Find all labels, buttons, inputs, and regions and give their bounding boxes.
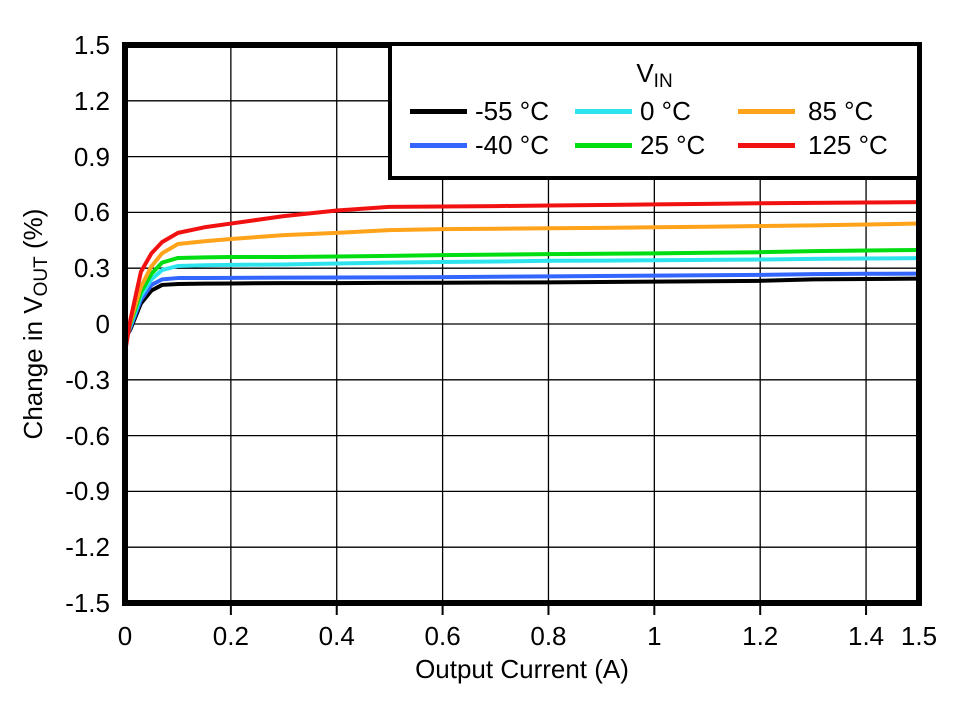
x-tick-label: 0.4 <box>318 621 355 651</box>
series-curve-25c <box>125 247 919 345</box>
series-curve-0c <box>125 256 919 344</box>
legend-title-sub: IN <box>653 71 673 92</box>
y-axis-title-pre: Change in V <box>18 296 48 440</box>
y-tick-label: -1.5 <box>65 588 110 618</box>
legend-label-125c: 125 °C <box>808 130 888 160</box>
series-curve--55c <box>125 276 919 340</box>
legend-swatch--55c <box>410 109 467 114</box>
y-tick-label: -0.3 <box>65 364 110 395</box>
legend-label-85c: 85 °C <box>808 96 874 126</box>
x-tick-label: 0.8 <box>530 621 567 651</box>
x-tick-label: 1.5 <box>900 621 938 651</box>
x-axis-title-text: Output Current (A) <box>415 654 629 684</box>
y-tick-label: 1.5 <box>73 30 110 60</box>
legend-box: VIN -55 °C -40 °C 0 °C 25 °C 85 °C 125 °C <box>388 42 921 180</box>
x-tick-label: 1.4 <box>847 621 885 651</box>
legend-swatch-25c <box>575 143 632 148</box>
x-axis-title: Output Current (A) <box>125 654 919 684</box>
x-tick-label: 0.2 <box>212 621 249 651</box>
legend-label-25c: 25 °C <box>640 130 706 160</box>
legend-label--40c: -40 °C <box>475 130 549 160</box>
y-tick-label: -0.6 <box>65 420 110 451</box>
y-tick-label: 0 <box>95 309 110 339</box>
y-tick-label: -0.9 <box>65 476 110 507</box>
y-tick-label: -1.2 <box>65 532 110 563</box>
legend-swatch--40c <box>410 143 467 148</box>
series-curve-125c <box>125 200 919 354</box>
y-axis-title-post: (%) <box>18 208 48 257</box>
y-axis-title: Change in VOUT (%) <box>18 74 52 574</box>
legend-label--55c: -55 °C <box>475 96 549 126</box>
legend-swatch-125c <box>738 143 795 148</box>
series-curve--40c <box>125 271 919 342</box>
legend-swatch-85c <box>738 109 795 114</box>
legend-label-0c: 0 °C <box>640 96 691 126</box>
series-curve-85c <box>125 221 919 347</box>
x-tick-label: 0 <box>117 621 133 651</box>
y-tick-label: 1.2 <box>73 85 110 116</box>
y-tick-label: 0.9 <box>73 141 110 172</box>
y-tick-label: 0.3 <box>73 253 110 284</box>
legend-swatch-0c <box>575 109 632 114</box>
y-axis-title-sub: OUT <box>31 256 52 297</box>
legend-title: VIN <box>392 58 917 92</box>
x-tick-label: 1 <box>647 621 662 651</box>
x-tick-label: 0.6 <box>424 621 461 651</box>
legend-title-main: V <box>636 58 654 88</box>
y-tick-label: 0.6 <box>73 197 110 228</box>
x-tick-label: 1.2 <box>742 621 779 651</box>
